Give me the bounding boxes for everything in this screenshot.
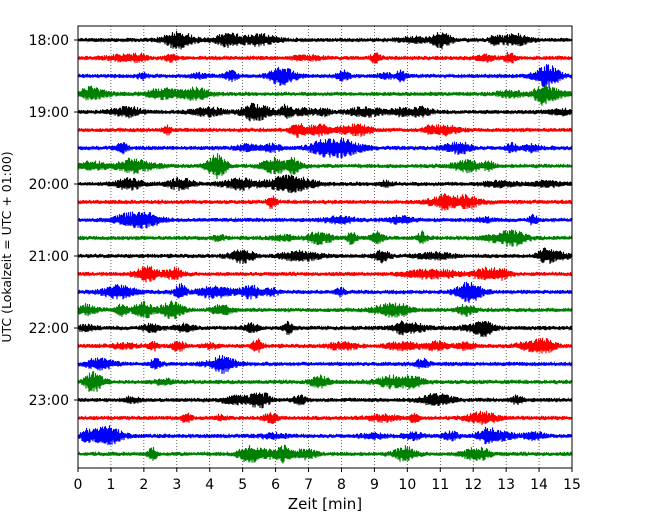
trace-line bbox=[77, 102, 573, 122]
x-tick-label: 13 bbox=[497, 477, 515, 493]
trace-line bbox=[77, 444, 573, 464]
trace-line bbox=[77, 337, 573, 354]
trace-line bbox=[77, 174, 573, 194]
trace-line bbox=[77, 64, 573, 89]
trace-line bbox=[77, 247, 573, 265]
trace-line bbox=[77, 265, 573, 283]
x-tick-label: 6 bbox=[271, 477, 280, 493]
x-axis-label: Zeit [min] bbox=[288, 495, 362, 513]
trace-line bbox=[77, 137, 573, 159]
x-tick-label: 14 bbox=[530, 477, 548, 493]
x-tick-label: 0 bbox=[74, 477, 83, 493]
x-axis: 0 1 2 3 4 5 6 7 8 9 10 11 12 13 14 15 bbox=[74, 468, 581, 493]
trace-group bbox=[77, 30, 573, 464]
trace-line bbox=[77, 320, 573, 338]
x-tick-label: 10 bbox=[398, 477, 416, 493]
x-tick-label: 12 bbox=[464, 477, 482, 493]
trace-line bbox=[77, 425, 573, 446]
trace-line bbox=[77, 193, 573, 211]
plot-frame bbox=[77, 25, 573, 469]
x-tick-label: 1 bbox=[106, 477, 115, 493]
trace-line bbox=[77, 123, 573, 138]
trace-line bbox=[77, 371, 573, 392]
x-tick-label: 4 bbox=[205, 477, 214, 493]
trace-line bbox=[77, 83, 573, 106]
y-tick-label: 23:00 bbox=[29, 393, 69, 409]
y-tick-label: 18:00 bbox=[29, 33, 69, 49]
x-tick-label: 11 bbox=[431, 477, 449, 493]
y-tick-label: 20:00 bbox=[29, 177, 69, 193]
trace-line bbox=[77, 211, 573, 230]
trace-line bbox=[77, 51, 573, 64]
y-axis-label: UTC (Lokalzeit = UTC + 01:00) bbox=[0, 151, 14, 342]
y-tick-label: 22:00 bbox=[29, 321, 69, 337]
y-tick-label: 19:00 bbox=[29, 105, 69, 121]
trace-line bbox=[77, 229, 573, 247]
trace-line bbox=[77, 153, 573, 180]
x-tick-label: 8 bbox=[337, 477, 346, 493]
x-tick-label: 9 bbox=[370, 477, 379, 493]
trace-line bbox=[77, 410, 573, 425]
trace-line bbox=[77, 300, 573, 320]
trace-line bbox=[77, 30, 573, 50]
x-tick-label: 2 bbox=[139, 477, 148, 493]
trace-line bbox=[77, 281, 573, 303]
y-axis: 18:00 19:00 20:00 21:00 22:00 23:00 bbox=[29, 33, 78, 409]
trace-line bbox=[77, 355, 573, 375]
x-tick-label: 5 bbox=[238, 477, 247, 493]
x-tick-label: 15 bbox=[563, 477, 581, 493]
trace-line bbox=[77, 392, 573, 409]
x-tick-label: 3 bbox=[172, 477, 181, 493]
x-tick-label: 7 bbox=[304, 477, 313, 493]
y-tick-label: 21:00 bbox=[29, 249, 69, 265]
